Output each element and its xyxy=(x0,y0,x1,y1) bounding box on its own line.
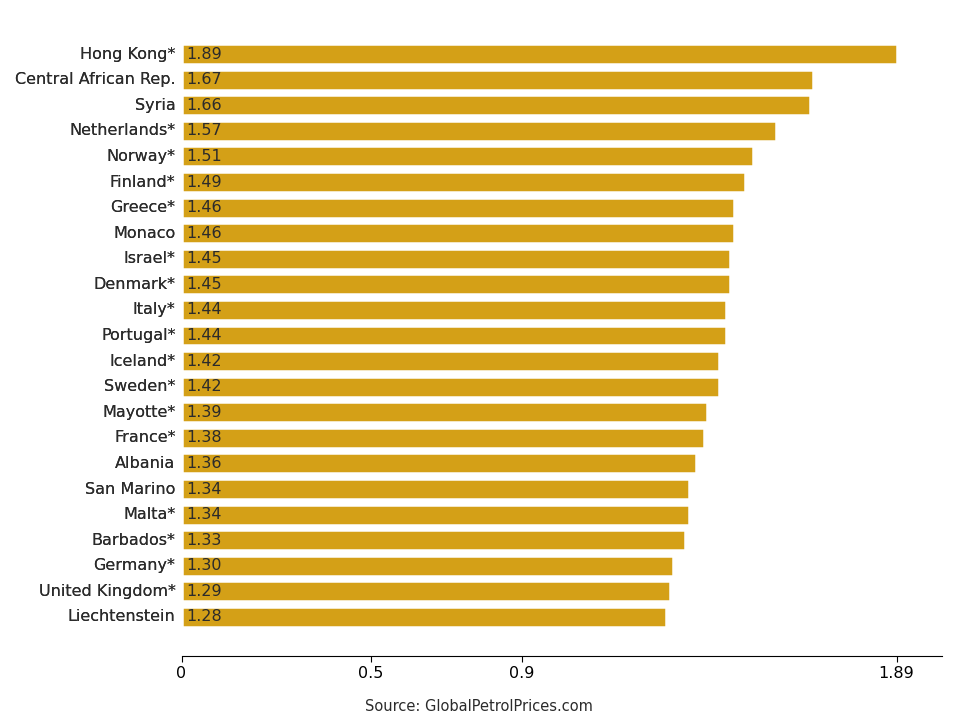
Bar xyxy=(182,351,719,371)
Bar xyxy=(182,377,719,396)
Text: Israel*: Israel* xyxy=(123,251,175,266)
Text: 1.49: 1.49 xyxy=(186,174,222,190)
Text: France*: France* xyxy=(114,430,175,445)
Text: Monaco: Monaco xyxy=(113,225,175,241)
Text: 1.33: 1.33 xyxy=(186,533,221,548)
Text: Netherlands*: Netherlands* xyxy=(69,123,175,139)
Text: Monaco: Monaco xyxy=(113,225,175,241)
Bar xyxy=(182,223,734,243)
Text: Malta*: Malta* xyxy=(123,507,175,522)
Text: Syria: Syria xyxy=(135,98,175,113)
Text: 1.44: 1.44 xyxy=(186,302,222,317)
Text: France*: France* xyxy=(114,430,175,445)
Bar xyxy=(182,582,670,601)
Text: 1.34: 1.34 xyxy=(186,482,222,497)
Text: 1.89: 1.89 xyxy=(186,47,222,62)
Bar xyxy=(182,530,685,550)
Text: 1.38: 1.38 xyxy=(186,430,222,445)
Bar xyxy=(182,428,703,448)
Text: Germany*: Germany* xyxy=(94,559,175,573)
Text: 1.45: 1.45 xyxy=(186,251,222,266)
Bar xyxy=(182,44,897,64)
Text: Liechtenstein: Liechtenstein xyxy=(68,610,175,625)
Text: 1.36: 1.36 xyxy=(186,456,222,471)
Text: Netherlands*: Netherlands* xyxy=(69,123,175,139)
Bar xyxy=(182,454,696,473)
Text: 1.46: 1.46 xyxy=(186,225,222,241)
Text: 1.42: 1.42 xyxy=(186,353,222,368)
Text: Mayotte*: Mayotte* xyxy=(102,405,175,420)
Text: Finland*: Finland* xyxy=(110,174,175,190)
Text: United Kingdom*: United Kingdom* xyxy=(38,584,175,599)
Text: Italy*: Italy* xyxy=(133,302,175,317)
Text: Iceland*: Iceland* xyxy=(109,353,175,368)
Text: Hong Kong*: Hong Kong* xyxy=(80,47,175,62)
Text: 1.39: 1.39 xyxy=(186,405,222,420)
Bar xyxy=(182,121,775,141)
Text: 1.46: 1.46 xyxy=(186,200,222,215)
Text: 1.34: 1.34 xyxy=(186,507,222,522)
Text: Portugal*: Portugal* xyxy=(101,328,175,343)
Text: 1.30: 1.30 xyxy=(186,559,222,573)
Text: Denmark*: Denmark* xyxy=(94,277,175,292)
Text: Barbados*: Barbados* xyxy=(92,533,175,548)
Text: Portugal*: Portugal* xyxy=(101,328,175,343)
Bar xyxy=(182,95,810,116)
Bar xyxy=(182,249,730,269)
Bar xyxy=(182,402,707,422)
Bar xyxy=(182,146,753,167)
Text: 1.44: 1.44 xyxy=(186,328,222,343)
Text: San Marino: San Marino xyxy=(85,482,175,497)
Text: Denmark*: Denmark* xyxy=(94,277,175,292)
Text: Albania: Albania xyxy=(115,456,175,471)
Text: Germany*: Germany* xyxy=(94,559,175,573)
Text: Malta*: Malta* xyxy=(123,507,175,522)
Text: Finland*: Finland* xyxy=(110,174,175,190)
Text: Norway*: Norway* xyxy=(106,149,175,164)
Text: Sweden*: Sweden* xyxy=(104,379,175,394)
Bar xyxy=(182,607,666,627)
Text: Liechtenstein: Liechtenstein xyxy=(68,610,175,625)
Text: 1.42: 1.42 xyxy=(186,379,222,394)
Text: Hong Kong*: Hong Kong* xyxy=(80,47,175,62)
Bar xyxy=(182,172,746,192)
Text: 1.66: 1.66 xyxy=(186,98,222,113)
Text: Israel*: Israel* xyxy=(123,251,175,266)
Text: Iceland*: Iceland* xyxy=(109,353,175,368)
Text: Central African Rep.: Central African Rep. xyxy=(15,73,175,87)
Bar xyxy=(182,197,734,218)
Bar xyxy=(182,300,726,320)
Text: Mayotte*: Mayotte* xyxy=(102,405,175,420)
Text: San Marino: San Marino xyxy=(85,482,175,497)
Text: 1.29: 1.29 xyxy=(186,584,222,599)
Text: Norway*: Norway* xyxy=(106,149,175,164)
Text: Greece*: Greece* xyxy=(110,200,175,215)
Text: 1.57: 1.57 xyxy=(186,123,222,139)
Bar xyxy=(182,505,688,525)
Bar xyxy=(182,274,730,294)
Bar xyxy=(182,325,726,345)
Bar xyxy=(182,70,813,90)
Text: 1.51: 1.51 xyxy=(186,149,222,164)
Text: Italy*: Italy* xyxy=(133,302,175,317)
Text: Greece*: Greece* xyxy=(110,200,175,215)
Text: 1.67: 1.67 xyxy=(186,73,222,87)
Text: Barbados*: Barbados* xyxy=(92,533,175,548)
Text: 1.28: 1.28 xyxy=(186,610,222,625)
Bar xyxy=(182,556,674,576)
Text: Sweden*: Sweden* xyxy=(104,379,175,394)
Text: Source: GlobalPetrolPrices.com: Source: GlobalPetrolPrices.com xyxy=(365,699,592,714)
Text: United Kingdom*: United Kingdom* xyxy=(38,584,175,599)
Text: Albania: Albania xyxy=(115,456,175,471)
Text: Central African Rep.: Central African Rep. xyxy=(15,73,175,87)
Bar xyxy=(182,479,688,499)
Text: 1.45: 1.45 xyxy=(186,277,222,292)
Text: Syria: Syria xyxy=(135,98,175,113)
